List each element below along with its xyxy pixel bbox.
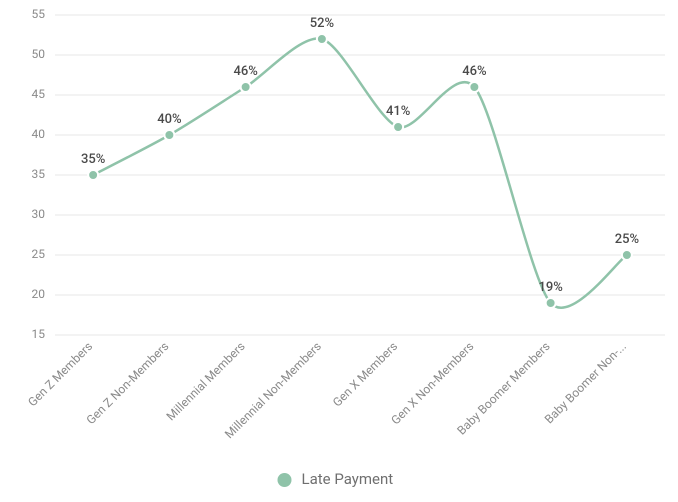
legend: Late Payment: [278, 470, 394, 488]
y-tick-label: 50: [32, 47, 46, 61]
data-point: [469, 82, 479, 92]
x-tick-label: Gen Z Non-Members: [84, 339, 172, 427]
y-axis-ticks: 15 20 25 30 35 40 45 50 55: [32, 7, 46, 341]
data-label: 41%: [386, 104, 410, 119]
data-label: 19%: [538, 280, 562, 295]
gridlines: [55, 15, 665, 335]
y-tick-label: 55: [32, 7, 46, 21]
x-tick-label: Gen X Non-Members: [388, 339, 476, 427]
x-tick-label: Gen X Members: [330, 339, 400, 409]
data-point: [317, 34, 327, 44]
data-label: 35%: [81, 152, 105, 167]
chart-svg: 15 20 25 30 35 40 45 50 55 Gen Z MembersGen Z Non…: [0, 0, 678, 502]
x-tick-label: Baby Boomer Non-...: [542, 339, 629, 426]
y-tick-label: 20: [32, 287, 46, 301]
data-label: 25%: [615, 232, 639, 247]
legend-label: Late Payment: [302, 470, 394, 488]
data-label: 46%: [233, 64, 257, 79]
data-point: [622, 250, 632, 260]
data-label: 40%: [157, 112, 181, 127]
y-tick-label: 40: [32, 127, 46, 141]
data-point: [88, 170, 98, 180]
legend-marker: [278, 473, 292, 487]
data-labels: 35% 40% 46% 52% 41% 46% 19% 25%: [81, 16, 639, 295]
data-label: 46%: [462, 64, 486, 79]
data-label: 52%: [310, 16, 334, 31]
x-tick-label: Gen Z Members: [25, 339, 95, 409]
data-point: [546, 298, 556, 308]
x-axis-ticks: Gen Z MembersGen Z Non-MembersMillennial…: [25, 339, 629, 441]
series-line-late-payment: [93, 39, 627, 308]
y-tick-label: 15: [32, 327, 46, 341]
data-point: [164, 130, 174, 140]
data-point: [241, 82, 251, 92]
y-tick-label: 25: [32, 247, 46, 261]
y-tick-label: 45: [32, 87, 46, 101]
y-tick-label: 35: [32, 167, 46, 181]
series-points: [88, 34, 632, 308]
x-tick-label: Millennial Members: [164, 339, 248, 423]
data-point: [393, 122, 403, 132]
line-chart: 15 20 25 30 35 40 45 50 55 Gen Z MembersGen Z Non…: [0, 0, 678, 502]
y-tick-label: 30: [32, 207, 46, 221]
